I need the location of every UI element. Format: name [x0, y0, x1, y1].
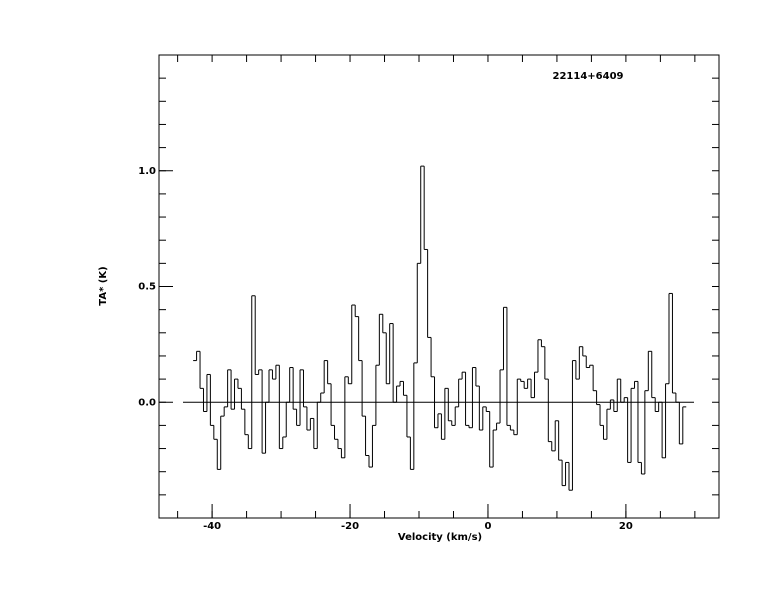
- y-axis-label: TA* (K): [98, 266, 109, 305]
- x-tick-label: 0: [484, 521, 491, 532]
- y-tick-label: 0.0: [138, 397, 156, 408]
- x-tick-label: -20: [341, 521, 359, 532]
- plot-frame: [158, 54, 720, 519]
- x-tick-label: -40: [203, 521, 221, 532]
- y-tick-label: 0.5: [138, 282, 156, 293]
- y-tick-label: 1.0: [138, 166, 156, 177]
- annotation: 22114+6409: [552, 71, 623, 82]
- x-tick-label: 20: [619, 521, 633, 532]
- x-axis-label: Velocity (km/s): [398, 532, 482, 543]
